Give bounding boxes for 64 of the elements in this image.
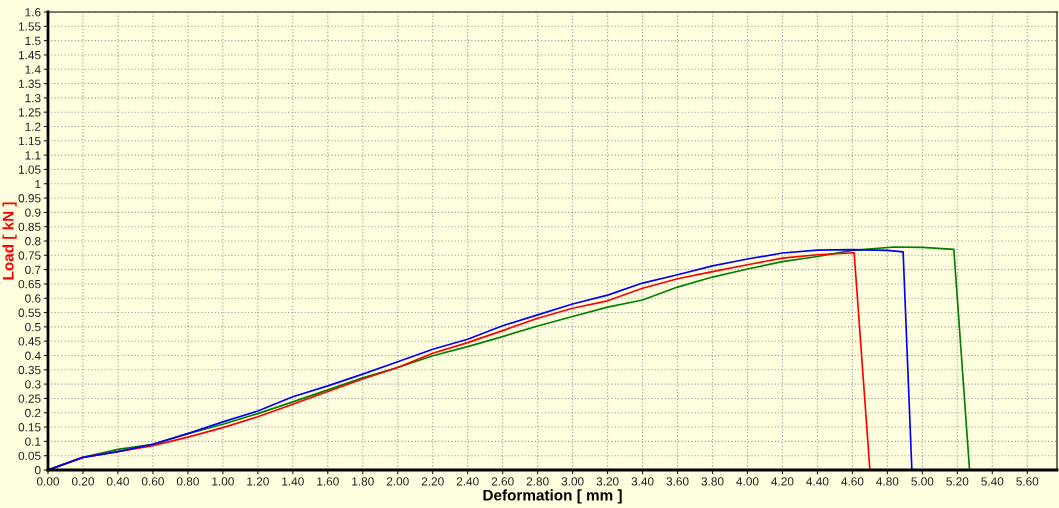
y-tick-label: 0.9 bbox=[25, 208, 41, 217]
y-tick-label: 1.15 bbox=[18, 136, 41, 146]
y-tick-label: 0.4 bbox=[25, 351, 41, 360]
y-tick-label: 1.5 bbox=[25, 36, 41, 46]
y-tick-label: 0.05 bbox=[18, 451, 41, 461]
y-tick-label: 0.8 bbox=[25, 237, 41, 246]
y-tick-label: 0.6 bbox=[25, 294, 41, 303]
y-tick-label: 1.4 bbox=[25, 65, 41, 74]
x-tick-label: 4.20 bbox=[771, 477, 794, 486]
y-tick-label: 0.1 bbox=[25, 437, 41, 446]
x-tick-label: 2.40 bbox=[456, 477, 479, 486]
y-tick-label: 0 bbox=[34, 466, 41, 475]
y-tick-label: 0.7 bbox=[25, 265, 41, 275]
x-tick-label: 5.20 bbox=[946, 477, 969, 486]
y-tick-label: 0.95 bbox=[18, 194, 41, 203]
y-tick-label: 1.2 bbox=[25, 122, 41, 131]
y-tick-label: 0.85 bbox=[18, 222, 41, 232]
x-tick-label: 1.60 bbox=[317, 477, 339, 486]
x-tick-label: 4.80 bbox=[876, 477, 899, 486]
x-tick-label: 1.20 bbox=[247, 477, 269, 486]
x-tick-label: 2.00 bbox=[386, 477, 409, 486]
y-tick-label: 1.45 bbox=[18, 51, 41, 60]
x-tick-label: 3.00 bbox=[561, 477, 584, 486]
x-tick-label: 4.40 bbox=[806, 477, 829, 486]
x-tick-label: 1.00 bbox=[212, 477, 234, 486]
y-tick-label: 0.45 bbox=[18, 337, 41, 346]
x-tick-label: 3.40 bbox=[631, 477, 654, 486]
x-tick-label: 0.80 bbox=[176, 477, 199, 486]
y-tick-label: 0.75 bbox=[18, 251, 41, 260]
x-tick-label: 5.40 bbox=[981, 477, 1004, 486]
y-tick-label: 1.25 bbox=[18, 108, 41, 117]
x-tick-label: 2.80 bbox=[526, 477, 549, 486]
x-tick-label: 4.00 bbox=[736, 477, 759, 486]
y-tick-label: 0.25 bbox=[18, 394, 41, 403]
x-tick-label: 1.40 bbox=[282, 477, 304, 486]
y-tick-label: 1.55 bbox=[18, 22, 41, 31]
y-tick-label: 1.05 bbox=[18, 165, 41, 174]
y-tick-label: 0.35 bbox=[18, 365, 41, 375]
x-tick-label: 0.40 bbox=[106, 477, 129, 486]
y-tick-label: 0.15 bbox=[18, 423, 41, 432]
y-tick-label: 0.2 bbox=[25, 408, 41, 418]
y-tick-label: 0.55 bbox=[18, 308, 41, 317]
y-tick-label: 0.65 bbox=[18, 279, 41, 289]
y-tick-label: 1.35 bbox=[18, 79, 41, 88]
x-tick-label: 0.00 bbox=[36, 477, 60, 486]
x-tick-label: 1.80 bbox=[352, 477, 374, 486]
x-tick-label: 2.20 bbox=[421, 477, 444, 486]
x-tick-label: 4.60 bbox=[841, 477, 864, 486]
y-tick-label: 1 bbox=[35, 179, 41, 189]
x-tick-label: 0.20 bbox=[71, 477, 94, 486]
x-tick-label: 5.00 bbox=[911, 477, 934, 486]
x-tick-label: 3.60 bbox=[666, 477, 689, 486]
y-axis-title: Load [ kN ] bbox=[2, 202, 17, 280]
y-tick-label: 1.3 bbox=[25, 93, 41, 103]
x-tick-label: 0.60 bbox=[141, 477, 164, 486]
y-tick-label: 0.5 bbox=[25, 322, 41, 332]
x-tick-label: 5.60 bbox=[1016, 477, 1039, 486]
x-tick-label: 2.60 bbox=[491, 477, 514, 486]
x-tick-label: 3.80 bbox=[701, 477, 724, 486]
x-axis-title: Deformation [ mm ] bbox=[483, 489, 622, 504]
y-tick-label: 1.6 bbox=[25, 8, 41, 17]
y-tick-label: 0.3 bbox=[25, 380, 41, 389]
x-tick-label: 3.20 bbox=[596, 477, 619, 486]
y-tick-label: 1.1 bbox=[25, 151, 41, 160]
